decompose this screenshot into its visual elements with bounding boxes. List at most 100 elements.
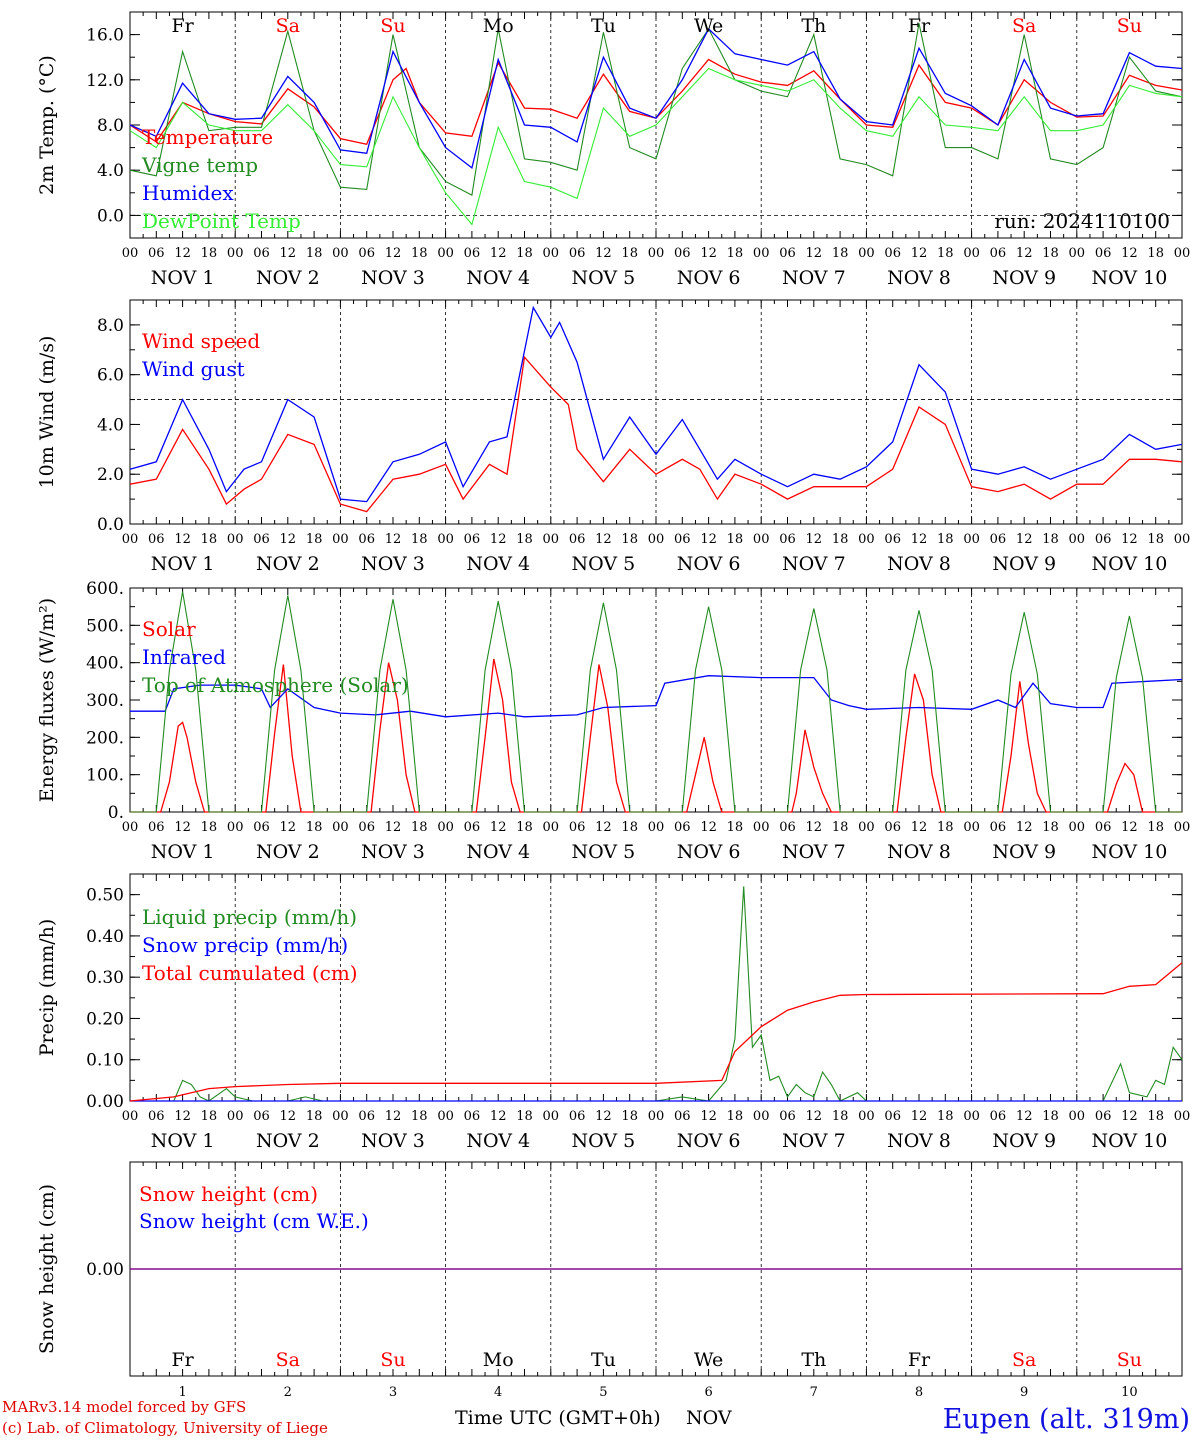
- y-axis-label: Energy fluxes (W/m²): [36, 598, 58, 802]
- x-tick-label: 00: [753, 532, 770, 547]
- x-tick-label: 06: [779, 820, 796, 835]
- plot-frame: [129, 587, 1183, 813]
- x-tick-label: 18: [832, 820, 849, 835]
- x-tick-label: 06: [990, 1109, 1007, 1124]
- date-label: NOV 7: [782, 841, 846, 863]
- day-number-label: 4: [494, 1385, 502, 1400]
- x-tick-label: 18: [1147, 820, 1164, 835]
- x-tick-label: 12: [385, 246, 402, 261]
- x-tick-label: 12: [700, 820, 717, 835]
- legend-entry: Total cumulated (cm): [142, 961, 358, 985]
- day-number-label: 9: [1020, 1385, 1028, 1400]
- date-label: NOV 7: [782, 553, 846, 575]
- series-line: [129, 355, 1183, 513]
- x-axis-label: Time UTC (GMT+0h): [455, 1407, 661, 1429]
- x-tick-label: 00: [858, 246, 875, 261]
- date-label: NOV 10: [1091, 841, 1167, 863]
- y-tick-label: 200.: [86, 728, 124, 748]
- series-line: [129, 305, 1183, 503]
- x-tick-label: 00: [543, 532, 560, 547]
- x-tick-label: 00: [227, 1109, 244, 1124]
- x-tick-label: 18: [1042, 820, 1059, 835]
- x-tick-label: 06: [569, 532, 586, 547]
- series-line: [129, 23, 1183, 196]
- date-label: NOV 10: [1091, 553, 1167, 575]
- x-tick-label: 18: [516, 1109, 533, 1124]
- x-tick-label: 00: [753, 1109, 770, 1124]
- x-tick-label: 12: [385, 1109, 402, 1124]
- panel-wind: 0.0 2.0 4.0 6.0 8.0 10m Wind (m/s) Wind speed W…: [36, 299, 1190, 575]
- day-of-week-label: Su: [1117, 15, 1142, 37]
- date-label: NOV 7: [782, 267, 846, 289]
- x-tick-label: 18: [832, 532, 849, 547]
- legend-entry: Temperature: [142, 125, 273, 149]
- x-tick-label: 00: [543, 820, 560, 835]
- x-tick-label: 12: [911, 1109, 928, 1124]
- x-tick-label: 06: [358, 820, 375, 835]
- x-tick-label: 06: [990, 532, 1007, 547]
- y-axis-label: 10m Wind (m/s): [36, 336, 58, 489]
- x-tick-label: 18: [1042, 532, 1059, 547]
- x-tick-label: 18: [516, 820, 533, 835]
- x-tick-label: 18: [937, 1109, 954, 1124]
- date-label: NOV 8: [887, 1130, 951, 1152]
- x-tick-label: 12: [700, 532, 717, 547]
- x-tick-label: 06: [779, 1109, 796, 1124]
- date-label: NOV 9: [992, 267, 1056, 289]
- x-tick-label: 06: [148, 246, 165, 261]
- x-tick-label: 18: [937, 532, 954, 547]
- x-tick-label: 06: [884, 246, 901, 261]
- x-tick-label: 06: [674, 1109, 691, 1124]
- x-tick-label: 00: [332, 246, 349, 261]
- series-line: [130, 658, 1182, 813]
- panel-temp: 0.0 4.0 8.0 12.0 16.0 2m Temp. (°C) Temperatur…: [36, 11, 1190, 289]
- x-tick-label: 00: [963, 820, 980, 835]
- x-tick-label: 18: [516, 246, 533, 261]
- day-of-week-label: Su: [1117, 1349, 1142, 1371]
- date-label: NOV 10: [1091, 267, 1167, 289]
- x-tick-label: 18: [201, 820, 218, 835]
- x-tick-label: 06: [674, 820, 691, 835]
- date-label: NOV 5: [572, 267, 636, 289]
- x-tick-label: 12: [806, 1109, 823, 1124]
- x-tick-label: 18: [621, 820, 638, 835]
- date-label: NOV 6: [677, 553, 741, 575]
- legend-entry: Wind speed: [142, 329, 260, 353]
- x-tick-label: 18: [621, 1109, 638, 1124]
- x-tick-label: 18: [306, 820, 323, 835]
- x-tick-label: 12: [174, 246, 191, 261]
- date-label: NOV 8: [887, 841, 951, 863]
- day-of-week-label: Th: [801, 15, 826, 37]
- x-tick-label: 00: [122, 532, 139, 547]
- date-label: NOV 4: [466, 267, 530, 289]
- x-tick-label: 12: [595, 820, 612, 835]
- day-of-week-label: Su: [380, 15, 405, 37]
- x-tick-label: 12: [1016, 246, 1033, 261]
- legend-entry: Snow height (cm W.E.): [139, 1209, 369, 1233]
- day-of-week-label: Tu: [591, 15, 616, 37]
- x-tick-label: 12: [911, 532, 928, 547]
- date-label: NOV 9: [992, 841, 1056, 863]
- x-tick-label: 06: [253, 820, 270, 835]
- day-of-week-label: Tu: [591, 1349, 616, 1371]
- x-tick-label: 00: [858, 1109, 875, 1124]
- x-tick-label: 06: [148, 820, 165, 835]
- x-tick-label: 12: [1016, 1109, 1033, 1124]
- x-tick-label: 12: [700, 1109, 717, 1124]
- x-tick-label: 18: [727, 532, 744, 547]
- date-label: NOV 9: [992, 1130, 1056, 1152]
- x-tick-label: 12: [1121, 532, 1138, 547]
- x-tick-label: 18: [1147, 532, 1164, 547]
- date-label: NOV 2: [256, 267, 320, 289]
- x-tick-label: 00: [437, 820, 454, 835]
- x-tick-label: 00: [1174, 820, 1191, 835]
- x-tick-label: 06: [569, 1109, 586, 1124]
- x-tick-label: 12: [1016, 820, 1033, 835]
- date-label: NOV 3: [361, 1130, 425, 1152]
- x-tick-label: 06: [1095, 532, 1112, 547]
- x-tick-label: 06: [884, 820, 901, 835]
- y-tick-label: 500.: [86, 616, 124, 636]
- x-tick-label: 00: [1069, 1109, 1086, 1124]
- x-tick-label: 18: [201, 1109, 218, 1124]
- x-tick-label: 00: [1069, 820, 1086, 835]
